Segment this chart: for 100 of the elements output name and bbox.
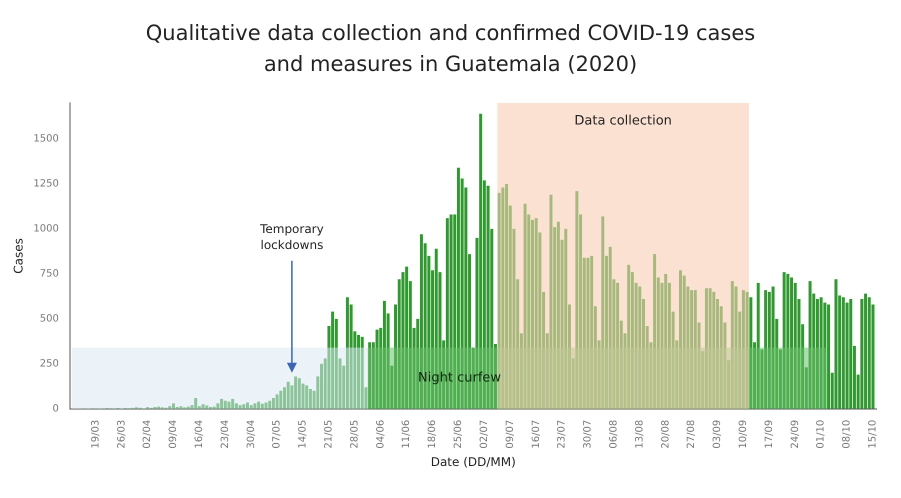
bar <box>746 292 749 409</box>
x-tick-label: 25/06 <box>453 420 464 449</box>
bar <box>231 398 234 409</box>
bar <box>712 292 716 409</box>
bar <box>382 300 386 409</box>
bar <box>368 342 372 409</box>
y-tick-label: 250 <box>40 358 59 370</box>
bar <box>627 264 630 409</box>
bar <box>253 403 256 409</box>
bar <box>590 256 594 409</box>
bar <box>202 404 205 409</box>
bar <box>808 281 812 409</box>
bar <box>704 288 708 409</box>
bar <box>616 282 620 409</box>
chart-title: Qualitative data collection and confirmed COVID-19 cases and measures in Guatemala (2020) <box>144 20 756 78</box>
bar <box>501 188 504 409</box>
bar <box>608 246 612 409</box>
bar <box>216 403 220 409</box>
x-tick-label: 11/06 <box>401 420 412 449</box>
bar <box>276 394 279 409</box>
bar <box>279 390 282 409</box>
x-tick-label: 02/07 <box>478 420 490 449</box>
bar <box>357 335 360 409</box>
bar <box>360 336 364 409</box>
bar <box>250 405 253 409</box>
bar <box>298 378 301 409</box>
x-tick-label: 28/05 <box>349 420 360 449</box>
x-tick-label: 10/09 <box>738 420 750 449</box>
bar <box>564 228 568 409</box>
x-tick-label: 24/09 <box>790 420 801 449</box>
bar <box>220 398 224 409</box>
band-label: Data collection <box>574 113 672 128</box>
x-tick-label: 20/08 <box>660 420 672 449</box>
bar <box>834 279 838 409</box>
bar <box>524 204 527 409</box>
y-tick-label: 1500 <box>33 134 59 145</box>
x-tick-label: 02/04 <box>142 420 154 449</box>
bar <box>234 403 238 409</box>
bar <box>260 404 264 409</box>
bar <box>257 402 260 409</box>
bar <box>638 286 642 409</box>
x-tick-label: 14/05 <box>298 420 309 449</box>
bar <box>238 405 242 409</box>
bar <box>575 191 578 409</box>
y-tick-label: 1250 <box>33 178 59 190</box>
bar <box>168 406 172 409</box>
x-tick-label: 01/10 <box>816 420 827 449</box>
bar <box>246 402 249 409</box>
bar <box>764 290 768 409</box>
bar <box>268 400 272 409</box>
y-tick-label: 1000 <box>33 224 59 235</box>
bar <box>376 330 379 409</box>
x-tick-label: 27/08 <box>686 420 698 449</box>
bar <box>708 288 712 409</box>
x-tick-label: 19/03 <box>90 420 102 449</box>
x-tick-label: 15/10 <box>868 420 879 449</box>
x-tick-label: 13/08 <box>634 420 646 449</box>
bar <box>305 385 308 409</box>
bar <box>224 400 227 409</box>
x-tick-label: 09/07 <box>504 420 516 449</box>
x-tick-label: 04/06 <box>375 420 386 449</box>
bar <box>730 281 734 409</box>
x-tick-label: 21/05 <box>324 420 335 449</box>
x-tick-label: 26/03 <box>116 420 128 449</box>
bar <box>786 274 790 409</box>
bar <box>534 218 538 409</box>
bar <box>601 216 604 409</box>
bar <box>549 194 552 409</box>
bar <box>228 402 230 409</box>
y-tick-label: 500 <box>40 313 59 324</box>
x-tick-label: 07/05 <box>272 420 283 449</box>
bar <box>679 270 682 409</box>
x-tick-label: 18/06 <box>427 420 438 449</box>
bar <box>264 402 268 409</box>
bar <box>205 406 208 409</box>
x-tick-label: 09/04 <box>168 420 180 449</box>
bar <box>827 304 830 409</box>
bar <box>272 398 275 409</box>
bar <box>782 272 786 409</box>
bar <box>586 258 590 409</box>
bar <box>694 290 697 409</box>
x-tick-label: 23/07 <box>556 420 568 449</box>
bar <box>820 297 823 409</box>
x-tick-label: 17/09 <box>764 420 775 449</box>
annotation: Temporary lockdowns <box>259 222 324 252</box>
y-tick-label: 750 <box>40 268 59 280</box>
x-tick-label: 30/07 <box>582 420 594 449</box>
bar <box>842 297 845 409</box>
bar <box>556 222 560 409</box>
bar <box>194 398 198 409</box>
x-tick-label: 06/08 <box>608 420 620 449</box>
bar <box>864 294 868 409</box>
x-axis-title: Date (DD/MM) <box>430 454 516 469</box>
bar <box>690 290 694 409</box>
bar <box>242 404 246 409</box>
bar <box>742 290 745 409</box>
bar <box>286 382 290 409</box>
bar <box>790 277 794 409</box>
bar <box>756 282 760 409</box>
bar <box>346 297 349 409</box>
